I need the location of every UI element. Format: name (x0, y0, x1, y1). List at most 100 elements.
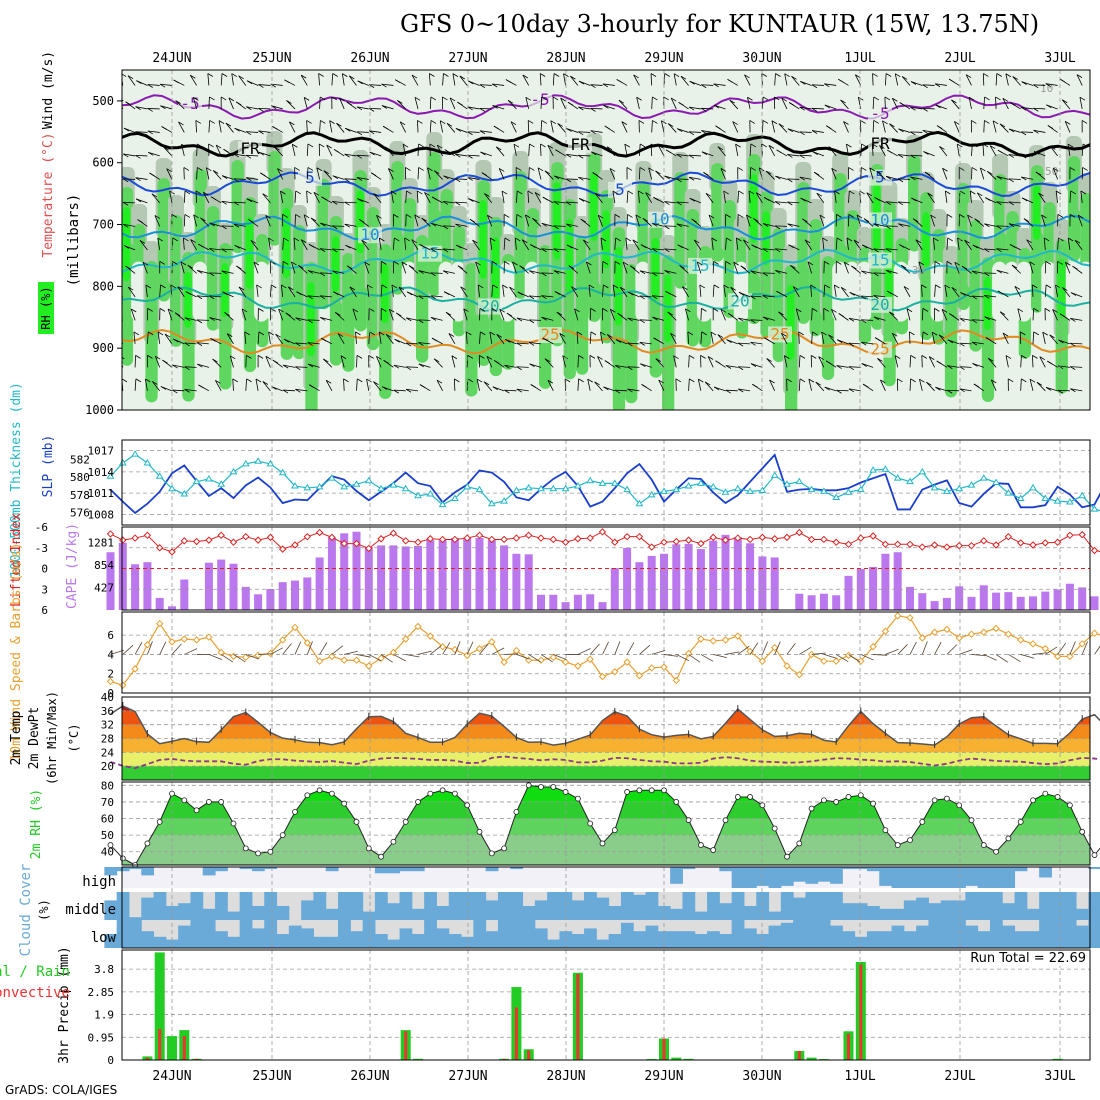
wind-barb (700, 308, 702, 321)
rh-patch (1004, 261, 1020, 322)
wind-barb-flag (293, 237, 300, 242)
cloud-bar (473, 920, 487, 948)
wind-barb-flag (190, 74, 196, 79)
wind-barb (811, 652, 826, 655)
wind-barb-flag (738, 388, 744, 393)
wind-barb-flag (811, 107, 818, 112)
wind-barb-flag (414, 214, 420, 219)
wind-barb (307, 319, 320, 321)
wind-barb-flag (320, 120, 326, 124)
wind-barb-flag (310, 217, 317, 222)
wind-barb-flag (612, 190, 619, 195)
cloud-bar (313, 936, 327, 948)
cloud-bar (1014, 892, 1028, 920)
rh-point (513, 808, 520, 815)
wind-barb (307, 363, 320, 368)
temp-tick-label: 32 (101, 719, 114, 732)
wind-barb-flag (708, 214, 715, 219)
x-tick-label: 1JUL (844, 51, 875, 66)
wind-barb-flag (849, 190, 855, 195)
wind-barb-flag (726, 339, 732, 343)
wind-barb (183, 214, 186, 227)
thickness-point (414, 491, 422, 499)
wind-barb (552, 73, 555, 86)
wind-barb-flag (1020, 331, 1026, 336)
wind-barb-flag (967, 214, 973, 219)
wind-barb (576, 331, 579, 344)
day-gridlines (171, 70, 1061, 410)
cloud-bar (301, 900, 314, 920)
wind-barb (594, 193, 603, 204)
wind-barb-flag (516, 388, 523, 393)
wind-barb (414, 97, 419, 110)
wind-barb-flag (111, 175, 116, 178)
x-tick-label: 1JUL (844, 1069, 875, 1084)
wind-barb (771, 120, 776, 133)
wind-barb (528, 167, 530, 180)
cloud-bar (313, 892, 327, 920)
wind-barb-flag (235, 101, 242, 106)
isotherm-label-bg (868, 296, 892, 313)
wind-barb (976, 192, 985, 204)
wind-barb-flag (516, 190, 523, 195)
isotherm-label: -5 (870, 104, 889, 123)
wind-barb (258, 84, 271, 86)
wind-barb-flag (910, 81, 917, 85)
wind-barb (915, 239, 923, 251)
wind-barb-flag (578, 176, 584, 181)
wind-barb (516, 342, 529, 345)
wind-barb (783, 355, 788, 368)
wind-barb-flag (614, 214, 621, 218)
wind-barb (108, 121, 110, 133)
wind-barb-flag (787, 201, 793, 206)
wind-barb-flag (406, 291, 413, 296)
wind-barb (626, 642, 635, 655)
wind-barb-flag (369, 130, 375, 135)
wind-barb (880, 379, 886, 392)
wind-barb (723, 190, 726, 203)
wind-barb (313, 192, 320, 204)
li-point (1066, 531, 1074, 540)
wind-barb (762, 248, 775, 251)
li-point (660, 538, 668, 546)
li-tick-label: 0 (41, 563, 48, 576)
thickness-point (1029, 483, 1037, 491)
wind-barb-flag (788, 102, 795, 106)
wind-barb-flag (270, 261, 276, 265)
temp2m-frame (121, 696, 1091, 781)
thickness-point (278, 468, 287, 476)
cloud-bar (670, 867, 683, 884)
wind-barb (547, 145, 554, 157)
wind-barb (894, 355, 899, 368)
wind-barb-flag (476, 378, 483, 383)
rh-point (439, 787, 446, 794)
cloud-bar (768, 911, 782, 920)
wind-barb (651, 272, 665, 274)
cloud-bar (251, 906, 265, 920)
wind-barb (873, 272, 886, 274)
wind-barb-flag (987, 170, 993, 175)
wind-barb-flag (291, 261, 297, 266)
wind-barb-flag (519, 265, 525, 269)
wind-speed-point (155, 619, 164, 628)
wind-barb (921, 331, 924, 344)
wind-barb-flag (180, 261, 187, 266)
wind-barb-flag (550, 120, 557, 125)
wind-barb-flag (996, 248, 1002, 253)
wind-barb-flag (496, 334, 502, 338)
wind-barb-flag (627, 317, 633, 322)
wind-barb (385, 146, 394, 157)
wind-barb-flag (381, 284, 388, 289)
cloud-bar (780, 867, 794, 886)
wind-barb-flag (1007, 378, 1014, 383)
wind-barb-flag (246, 106, 252, 111)
wind-barb (455, 178, 468, 180)
wind-barb (732, 121, 739, 133)
wind-barb-flag (122, 178, 129, 183)
cape-li-panel (106, 526, 1100, 611)
wind-barb (265, 215, 271, 227)
wind-barb (220, 654, 234, 663)
temp-band (122, 724, 1090, 739)
cape-bar (647, 555, 656, 610)
cloud-bar (645, 925, 659, 948)
